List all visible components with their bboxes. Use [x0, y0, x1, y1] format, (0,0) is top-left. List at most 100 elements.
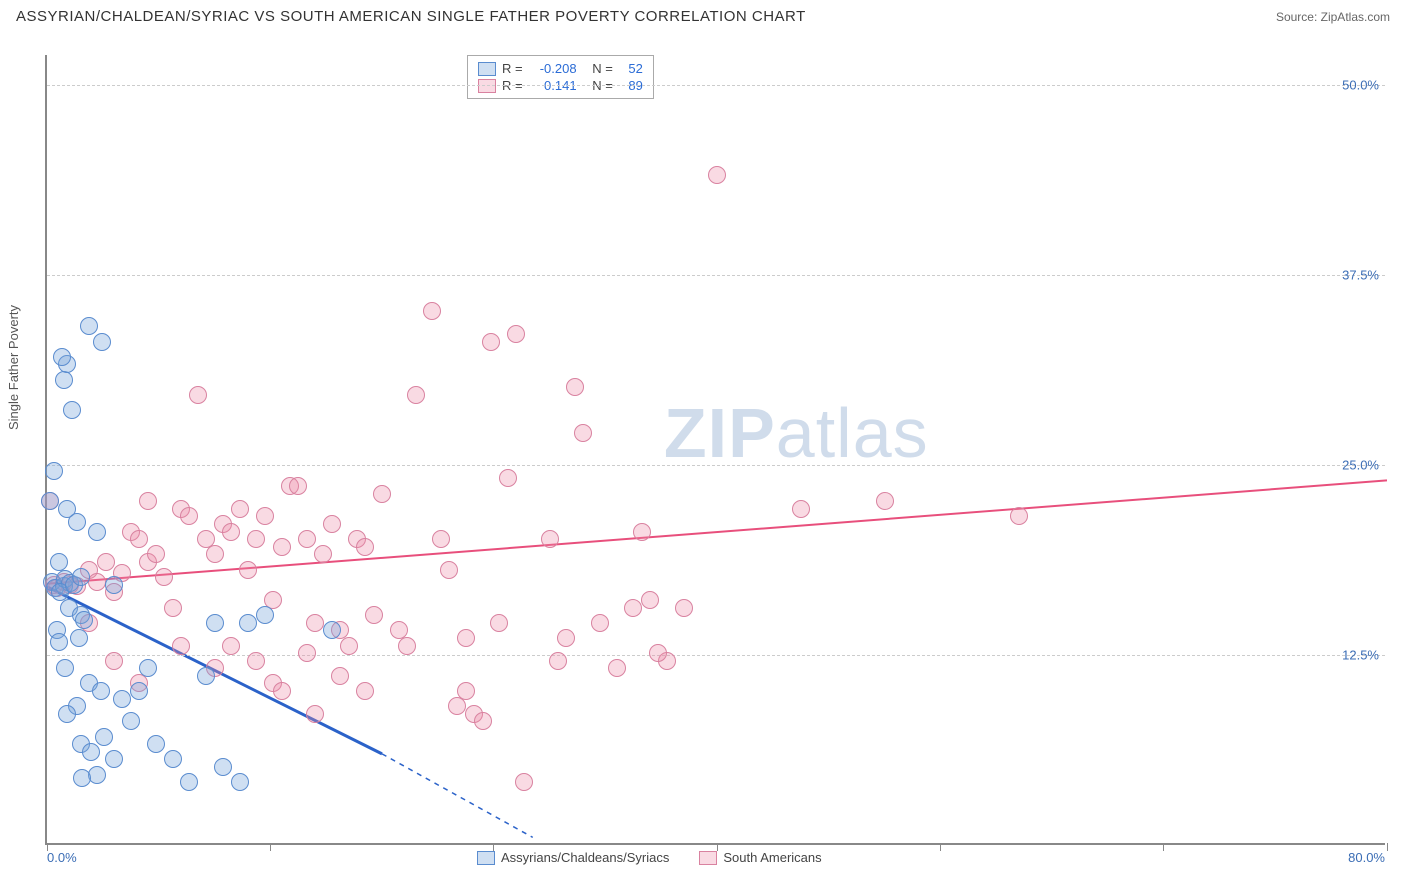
data-point-blue [130, 682, 148, 700]
data-point-blue [239, 614, 257, 632]
data-point-blue [75, 611, 93, 629]
data-point-pink [641, 591, 659, 609]
data-point-pink [633, 523, 651, 541]
data-point-blue [45, 462, 63, 480]
data-point-pink [340, 637, 358, 655]
data-point-pink [306, 614, 324, 632]
data-point-pink [566, 378, 584, 396]
data-point-pink [708, 166, 726, 184]
data-point-pink [356, 682, 374, 700]
data-point-pink [792, 500, 810, 518]
data-point-pink [323, 515, 341, 533]
r-value-blue: -0.208 [529, 61, 577, 76]
data-point-blue [231, 773, 249, 791]
data-point-blue [72, 568, 90, 586]
x-tick [717, 843, 718, 851]
r-label-blue: R = [502, 61, 523, 76]
data-point-pink [289, 477, 307, 495]
data-point-pink [482, 333, 500, 351]
legend-item-blue: Assyrians/Chaldeans/Syriacs [477, 850, 669, 865]
y-tick-label: 37.5% [1342, 268, 1379, 283]
data-point-blue [55, 371, 73, 389]
data-point-pink [147, 545, 165, 563]
data-point-pink [105, 652, 123, 670]
data-point-pink [256, 507, 274, 525]
data-point-pink [306, 705, 324, 723]
data-point-pink [423, 302, 441, 320]
watermark: ZIPatlas [664, 393, 929, 473]
x-max-label: 80.0% [1348, 850, 1385, 865]
x-tick [47, 843, 48, 851]
data-point-pink [180, 507, 198, 525]
data-point-blue [50, 553, 68, 571]
x-min-label: 0.0% [47, 850, 77, 865]
n-value-blue: 52 [619, 61, 643, 76]
data-point-pink [499, 469, 517, 487]
data-point-pink [649, 644, 667, 662]
y-tick-label: 12.5% [1342, 648, 1379, 663]
data-point-blue [122, 712, 140, 730]
data-point-pink [130, 530, 148, 548]
data-point-pink [273, 682, 291, 700]
grid-line [47, 275, 1385, 276]
data-point-pink [490, 614, 508, 632]
data-point-blue [206, 614, 224, 632]
y-tick-label: 50.0% [1342, 78, 1379, 93]
data-point-blue [214, 758, 232, 776]
data-point-pink [557, 629, 575, 647]
data-point-pink [314, 545, 332, 563]
x-tick [1163, 843, 1164, 851]
data-point-pink [407, 386, 425, 404]
data-point-pink [172, 637, 190, 655]
data-point-blue [93, 333, 111, 351]
data-point-pink [155, 568, 173, 586]
data-point-pink [457, 629, 475, 647]
data-point-pink [298, 644, 316, 662]
data-point-pink [189, 386, 207, 404]
data-point-pink [541, 530, 559, 548]
data-point-blue [63, 401, 81, 419]
source-name: ZipAtlas.com [1321, 10, 1390, 24]
n-label-blue: N = [592, 61, 613, 76]
trend-line [382, 754, 533, 838]
data-point-pink [432, 530, 450, 548]
legend-label-pink: South Americans [723, 850, 821, 865]
x-tick [1387, 843, 1388, 851]
data-point-pink [507, 325, 525, 343]
data-point-pink [398, 637, 416, 655]
watermark-atlas: atlas [776, 394, 929, 472]
data-point-pink [373, 485, 391, 503]
data-point-blue [92, 682, 110, 700]
data-point-blue [68, 513, 86, 531]
data-point-blue [180, 773, 198, 791]
data-point-pink [139, 492, 157, 510]
data-point-pink [298, 530, 316, 548]
grid-line [47, 85, 1385, 86]
data-point-pink [247, 530, 265, 548]
chart: ZIPatlas R = -0.208 N = 52 R = 0.141 N =… [45, 55, 1385, 845]
data-point-pink [574, 424, 592, 442]
data-point-blue [56, 659, 74, 677]
data-point-blue [88, 766, 106, 784]
data-point-blue [70, 629, 88, 647]
data-point-pink [239, 561, 257, 579]
stats-box: R = -0.208 N = 52 R = 0.141 N = 89 [467, 55, 654, 99]
data-point-pink [356, 538, 374, 556]
data-point-blue [88, 523, 106, 541]
data-point-pink [876, 492, 894, 510]
data-point-pink [365, 606, 383, 624]
data-point-pink [97, 553, 115, 571]
data-point-blue [113, 690, 131, 708]
data-point-blue [58, 705, 76, 723]
data-point-pink [331, 667, 349, 685]
data-point-pink [88, 573, 106, 591]
data-point-blue [139, 659, 157, 677]
data-point-pink [457, 682, 475, 700]
data-point-pink [474, 712, 492, 730]
swatch-blue [478, 62, 496, 76]
x-tick [270, 843, 271, 851]
data-point-pink [608, 659, 626, 677]
data-point-pink [222, 637, 240, 655]
grid-line [47, 465, 1385, 466]
x-tick [493, 843, 494, 851]
